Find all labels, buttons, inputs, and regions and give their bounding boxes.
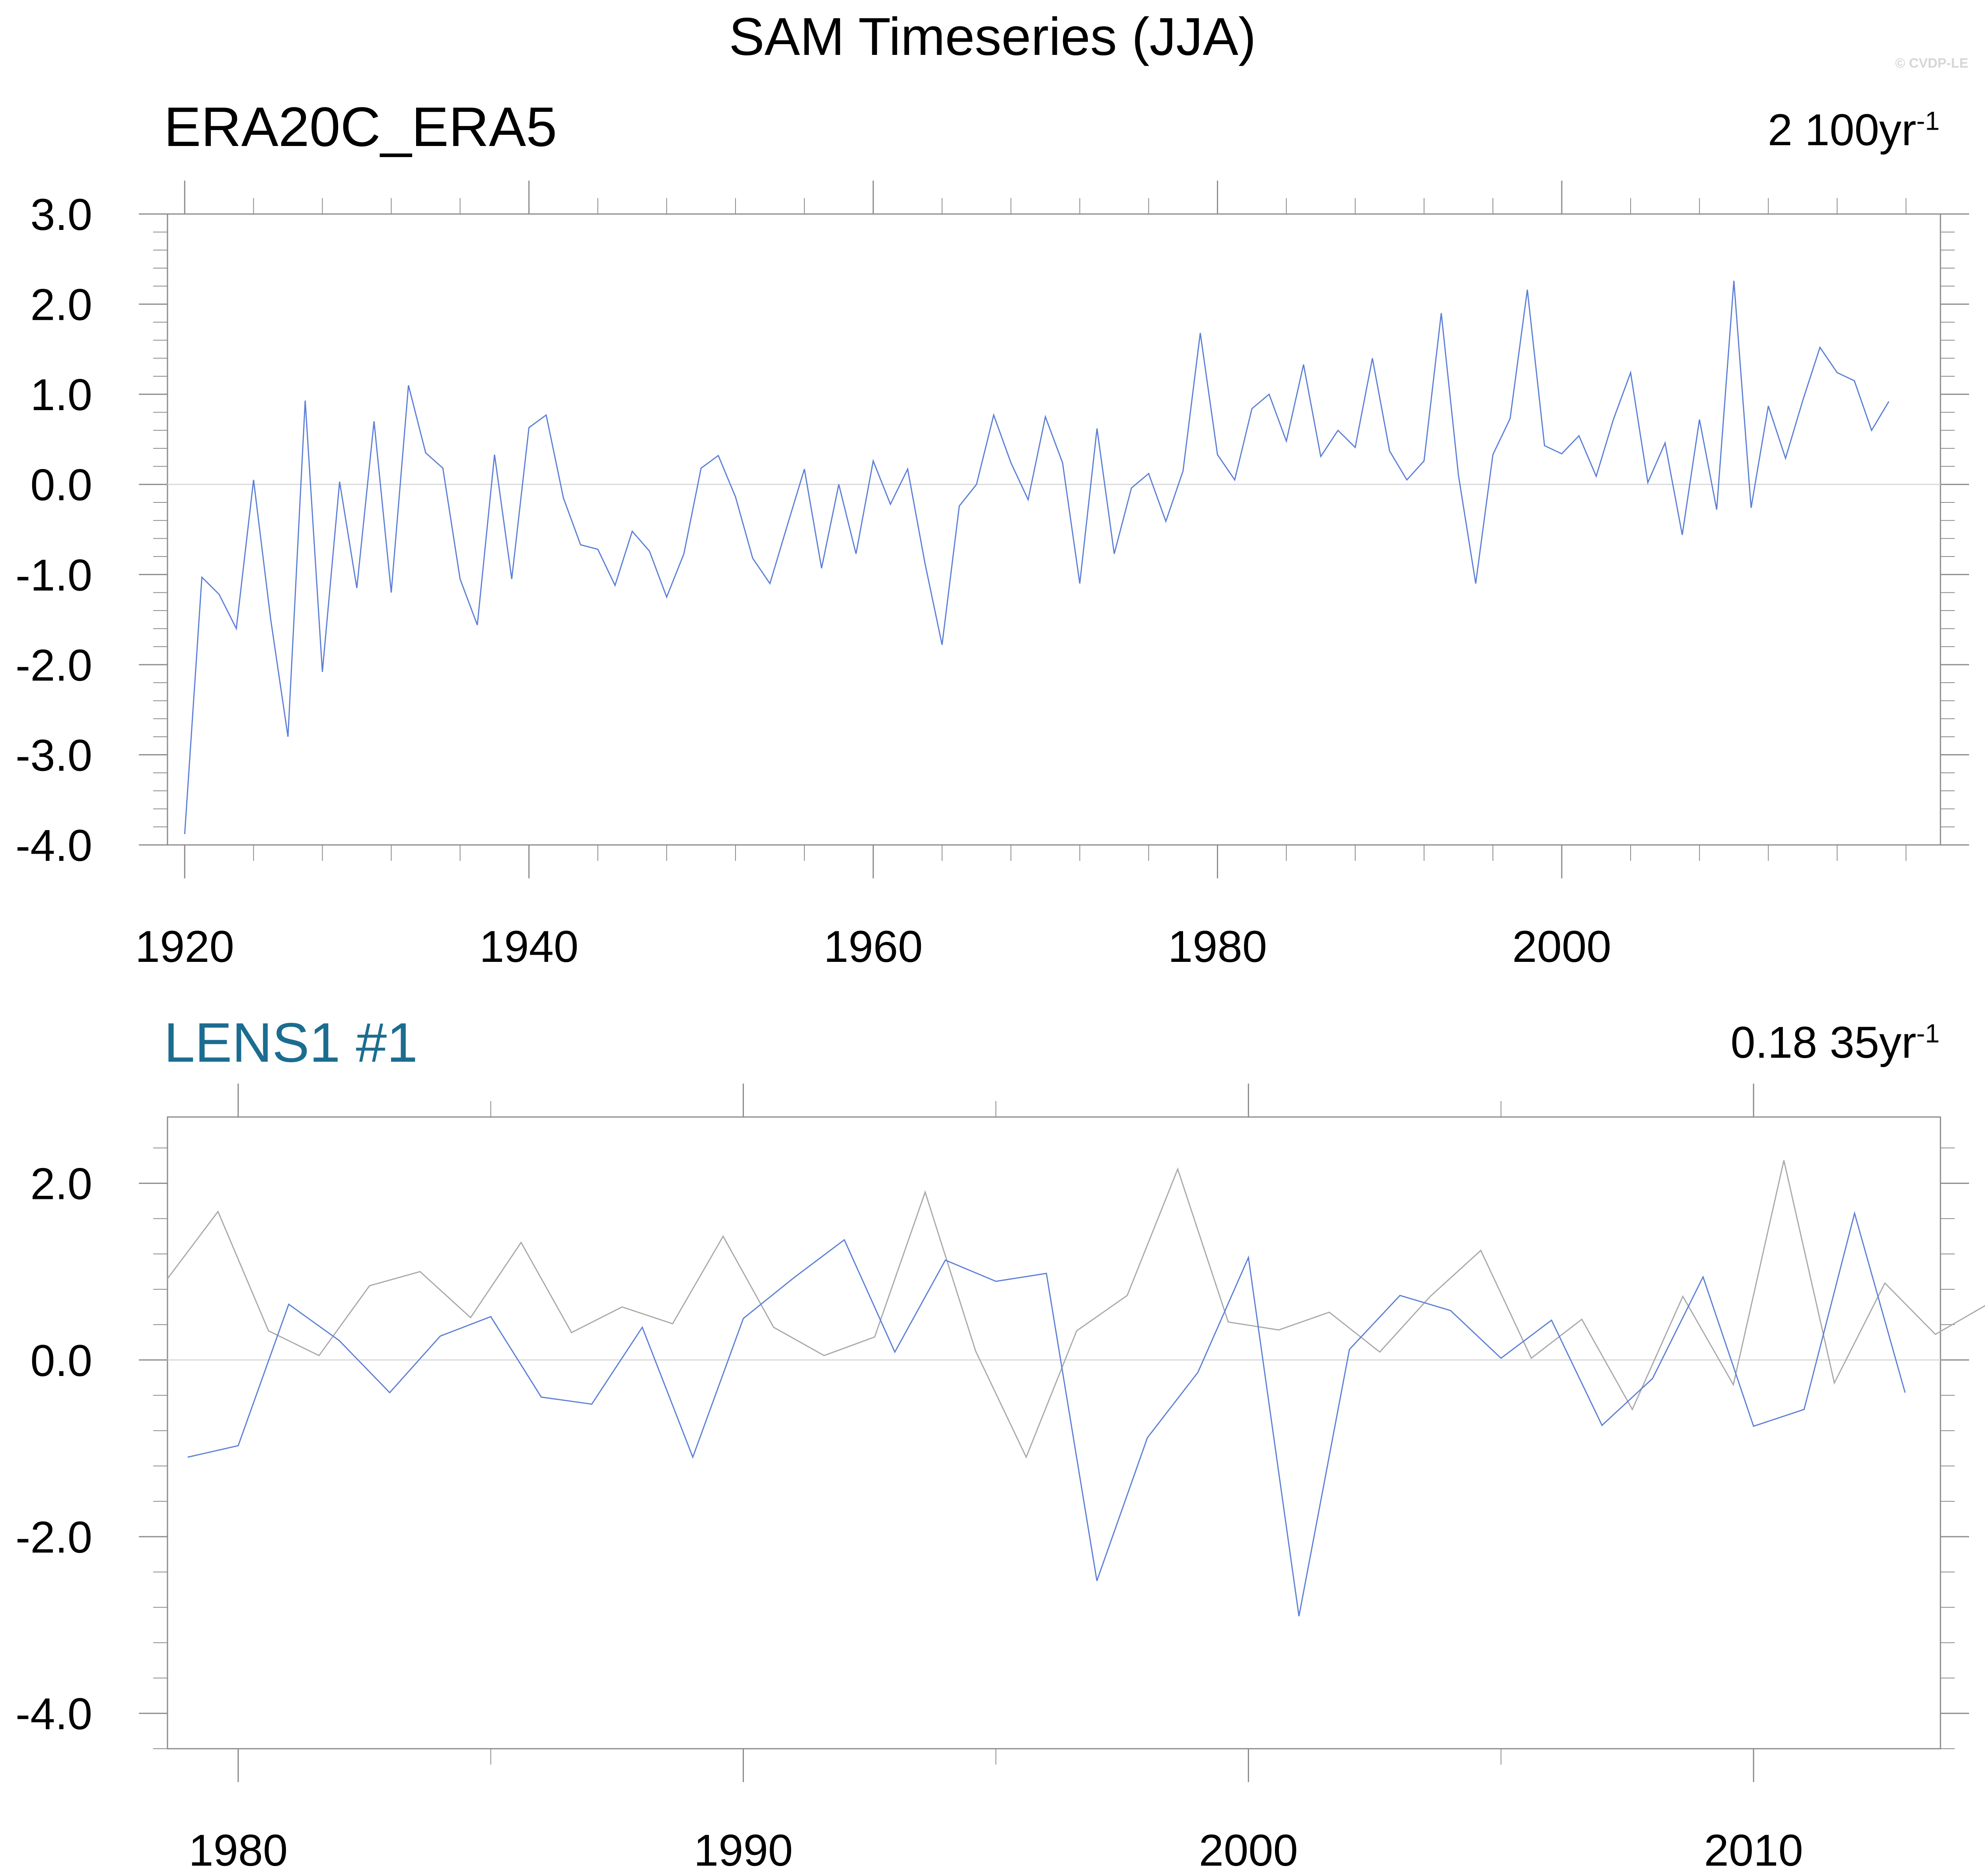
panel-1-y-tick-label: -1.0 <box>16 550 92 600</box>
panel-2-y-tick-label: 2.0 <box>30 1159 92 1209</box>
copyright-label: © CVDP-LE <box>1895 56 1968 71</box>
panel-1-trend: 2 100yr-1 <box>1768 104 1940 156</box>
panel-2-x-tick-label: 2010 <box>1704 1825 1803 1875</box>
panel-1-y-tick-label: 1.0 <box>30 370 92 420</box>
panel-1-y-tick-label: 0.0 <box>30 460 92 510</box>
panel-1-x-tick-label: 1960 <box>824 922 923 971</box>
main-title: SAM Timeseries (JJA) <box>729 7 1256 66</box>
panel-2-y-tick-label: -4.0 <box>16 1689 92 1739</box>
panel-1-trend-period: 100yr <box>1805 105 1917 155</box>
panel-2-trend-period: 35yr <box>1829 1018 1917 1067</box>
panel-1-series-1-line <box>184 280 1890 834</box>
panel-2-series-1-line <box>167 1160 1985 1459</box>
panel-2-trend-exponent: -1 <box>1916 1018 1940 1048</box>
panel-1-trend-exponent: -1 <box>1916 106 1940 136</box>
panel-1-title: ERA20C_ERA5 <box>164 95 557 158</box>
panel-1-trend-value: 2 <box>1767 105 1793 155</box>
panel-1-y-tick-label: -2.0 <box>16 640 92 690</box>
panel-1-x-tick-label: 2000 <box>1512 922 1611 971</box>
panel-2-trend: 0.18 35yr-1 <box>1730 1017 1940 1068</box>
panel-1-plot-frame <box>167 213 1941 846</box>
panel-2-y-tick-label: 0.0 <box>30 1336 92 1386</box>
panel-2-x-tick-label: 1980 <box>189 1825 288 1875</box>
panel-1-x-tick-label: 1940 <box>479 922 578 971</box>
panel-2-series-2-line <box>187 1211 1906 1617</box>
panel-1-x-tick-label: 1980 <box>1168 922 1267 971</box>
panel-2-plot-frame <box>167 1116 1941 1750</box>
panel-1-y-tick-label: 2.0 <box>30 280 92 330</box>
panel-2-x-tick-label: 1990 <box>694 1825 793 1875</box>
panel-2-title: LENS1 #1 <box>164 1011 418 1074</box>
panel-2-x-tick-label: 2000 <box>1199 1825 1298 1875</box>
panel-1-y-tick-label: 3.0 <box>30 190 92 239</box>
panel-2-y-tick-label: -2.0 <box>16 1512 92 1562</box>
panel-1-x-tick-label: 1920 <box>135 922 234 971</box>
panel-1-y-tick-label: -4.0 <box>16 821 92 870</box>
panel-1-y-tick-label: -3.0 <box>16 730 92 780</box>
panel-2-trend-value: 0.18 <box>1730 1018 1818 1067</box>
